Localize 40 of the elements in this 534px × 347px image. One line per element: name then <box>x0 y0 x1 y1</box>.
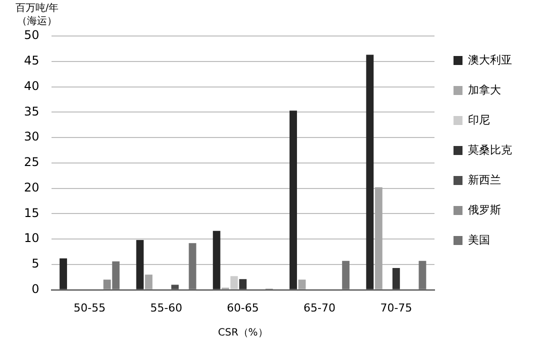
bar <box>230 276 238 290</box>
y-tick-label: 0 <box>32 282 40 296</box>
bar <box>112 261 120 290</box>
bar <box>374 187 382 290</box>
y-tick-label: 30 <box>24 130 40 144</box>
x-tick-label: 65-70 <box>304 301 336 314</box>
y-tick-label: 20 <box>24 180 40 194</box>
bar <box>171 284 179 290</box>
y-tick-label: 50 <box>24 28 40 42</box>
bar <box>290 110 297 290</box>
x-tick-label: 70-75 <box>380 301 412 314</box>
bar <box>342 260 350 290</box>
bar <box>298 280 306 290</box>
y-tick-label: 5 <box>32 256 40 271</box>
legend-label: 俄罗斯 <box>468 203 501 216</box>
y-tick-label: 15 <box>24 206 40 220</box>
y-tick-label: 45 <box>24 54 40 68</box>
x-tick-label: 50-55 <box>74 301 106 314</box>
bar <box>366 54 374 290</box>
legend-label: 印尼 <box>468 113 490 126</box>
legend-label: 澳大利亚 <box>468 53 512 66</box>
x-axis-title: CSR（%） <box>218 328 268 339</box>
bar <box>418 260 426 290</box>
bar <box>136 240 144 290</box>
y-tick-label: 35 <box>24 104 40 118</box>
bar <box>188 243 196 290</box>
legend-label: 美国 <box>468 233 490 246</box>
x-tick-label: 55-60 <box>150 301 182 314</box>
bar <box>212 230 220 290</box>
legend-label: 加拿大 <box>468 83 501 96</box>
x-tick-label: 60-65 <box>226 301 259 314</box>
y-tick-label: 10 <box>24 231 40 246</box>
y-tick-label: 25 <box>24 155 40 170</box>
bar <box>103 280 111 290</box>
y-tick-label: 40 <box>24 78 40 93</box>
bar <box>60 258 68 290</box>
legend-label: 新西兰 <box>468 173 501 186</box>
bar <box>144 274 152 290</box>
y-axis-title: 百万吨/年（海运） <box>14 2 60 28</box>
legend-label: 莫桑比克 <box>468 143 512 156</box>
